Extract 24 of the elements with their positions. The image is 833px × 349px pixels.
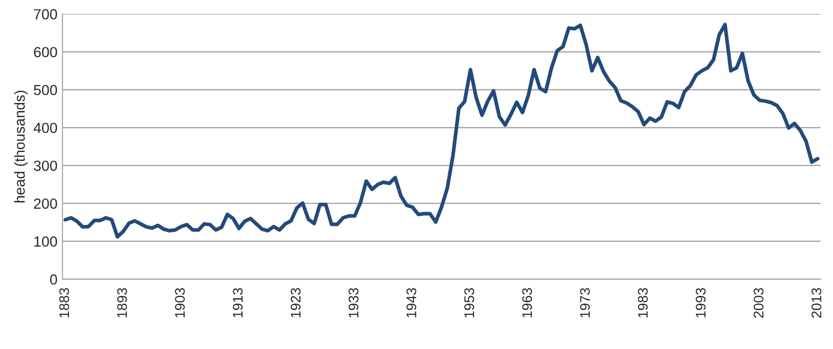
y-tick-label: 100	[34, 236, 58, 247]
x-tick-label: 1933	[348, 288, 358, 318]
x-tick-label: 1883	[59, 288, 70, 318]
y-tick-label: 700	[34, 9, 58, 20]
x-tick-label: 1903	[174, 288, 185, 318]
x-tick-label: 1993	[696, 288, 706, 318]
x-tick-label: 1973	[580, 288, 590, 318]
y-tick-label: 400	[34, 122, 58, 134]
x-tick-label: 1963	[522, 288, 532, 318]
x-tick-label: 2003	[754, 288, 764, 318]
x-tick-label: 1893	[117, 288, 127, 318]
y-tick-label: 200	[34, 198, 58, 209]
y-tick-label: 0	[50, 274, 58, 285]
x-tick-label: 1953	[464, 288, 474, 318]
y-tick-label: 600	[34, 46, 58, 58]
y-axis-title: head (thousands)	[14, 90, 28, 202]
x-tick-label: 1923	[290, 288, 301, 318]
x-tick-label: 1913	[232, 288, 243, 318]
x-tick-label: 1983	[638, 288, 648, 318]
line-series	[64, 22, 820, 239]
x-tick-label: 1943	[406, 288, 416, 318]
x-tick-label: 2013	[812, 288, 822, 318]
y-tick-label: 300	[34, 160, 58, 171]
y-tick-label: 500	[34, 84, 58, 96]
